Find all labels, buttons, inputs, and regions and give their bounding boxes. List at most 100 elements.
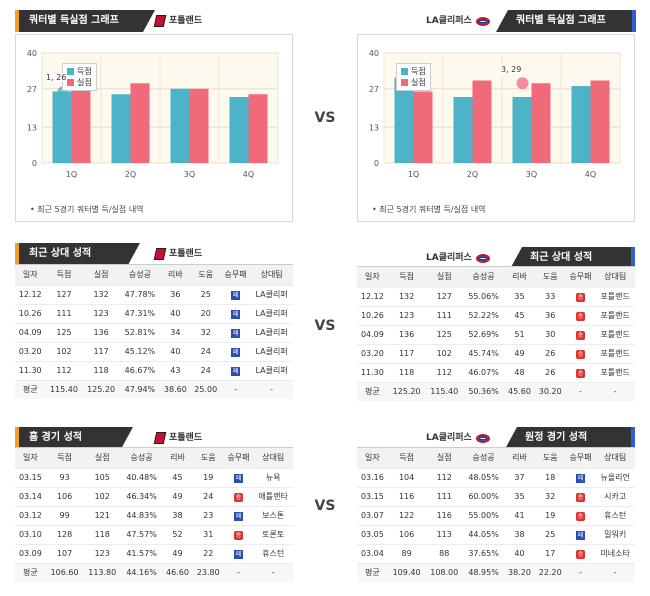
result-cell: 패 (220, 322, 251, 342)
table-cell: 47.57% (121, 524, 163, 544)
table-row: 04.09 136 125 52.69% 51 30 승 포틀랜드 (357, 324, 635, 344)
home-header: 홈 경기 성적 (15, 427, 133, 449)
recent-table-right: 일자 득점 실점 승성공 리바 도움 승무패 상대팀 12.12 132 127 55.06% 35 33… (357, 266, 635, 404)
team-name: 포틀랜드 (169, 433, 203, 443)
result-cell: 승 (565, 486, 596, 506)
table-cell: 48.95% (463, 562, 505, 582)
table-cell: 115.40 (45, 379, 83, 399)
table-cell: 45.12% (119, 341, 161, 361)
result-cell: 패 (565, 524, 596, 544)
table-row: 10.26 123 111 52.22% 45 36 승 포틀랜드 (357, 305, 635, 325)
loss-badge: 패 (233, 549, 243, 559)
table-cell: 시카고 (595, 486, 635, 506)
table-cell: 136 (82, 322, 120, 342)
column-header: 도움 (534, 267, 566, 287)
table-row: 11.30 118 112 46.07% 48 26 승 포틀랜드 (357, 362, 635, 382)
bar-allowed (413, 91, 433, 163)
table-cell: 46.07% (463, 362, 505, 382)
team-name: 포틀랜드 (169, 249, 203, 259)
table-cell: 107 (45, 543, 84, 563)
table-cell: - (595, 562, 635, 582)
table-cell: 12.12 (357, 286, 388, 306)
table-header-row: 일자 득점 실점 승성공 리바 도움 승무패 상대팀 (15, 448, 293, 468)
x-tick-label: 1Q (408, 170, 419, 179)
column-header: 일자 (357, 448, 388, 468)
table-row: 03.10 128 118 47.57% 52 31 승 토론토 (15, 524, 293, 544)
table-cell: 112 (425, 362, 464, 382)
bar-allowed (189, 88, 209, 163)
table-cell: 46.60 (162, 562, 193, 582)
table-cell: 30.20 (534, 381, 566, 401)
quarter-chart-right-box: 0 13 27 40 1Q 2Q 3Q 4Q 득점 실점 3, 29 • 최근 5경기 쿼터별… (357, 34, 635, 222)
result-cell: 승 (565, 362, 596, 382)
table-cell: 44.16% (121, 562, 163, 582)
result-cell: 승 (565, 305, 596, 325)
table-cell: 23 (192, 505, 224, 525)
column-header: 승성공 (463, 448, 505, 468)
table-cell: 44.83% (121, 505, 163, 525)
column-header: 리바 (160, 265, 191, 285)
column-header: 상대팀 (595, 267, 635, 287)
x-tick-label: 4Q (585, 170, 596, 179)
table-cell: 50.36% (463, 381, 505, 401)
table-cell: - (220, 379, 251, 399)
table-cell: 46.34% (121, 486, 163, 506)
table-cell: 40 (160, 303, 191, 323)
table-cell: 포틀랜드 (595, 324, 635, 344)
table-cell: 포틀랜드 (595, 305, 635, 325)
loss-badge: 패 (575, 473, 585, 483)
bar-allowed (472, 80, 492, 163)
vs-label: VS (314, 318, 336, 334)
win-badge: 승 (575, 292, 585, 302)
table-cell: - (223, 562, 254, 582)
x-tick-label: 2Q (125, 170, 136, 179)
clippers-logo-icon (475, 253, 490, 263)
vs-label: VS (314, 498, 336, 514)
table-cell: - (595, 381, 635, 401)
clippers-logo-icon (475, 16, 490, 26)
column-header: 실점 (425, 448, 464, 468)
result-cell: 패 (220, 284, 251, 304)
table-cell: 123 (83, 543, 122, 563)
away-table: 일자 득점 실점 승성공 리바 도움 승무패 상대팀 03.16 104 112 48.05% 37 18… (357, 447, 635, 585)
table-cell: 112 (45, 360, 83, 380)
column-header: 상대팀 (250, 265, 293, 285)
table-cell: 03.10 (15, 524, 46, 544)
team-name: LA클리퍼스 (426, 16, 472, 26)
table-cell: 40 (504, 543, 535, 563)
table-cell: 116 (425, 505, 464, 525)
highlight-point (516, 77, 529, 90)
table-cell: 111 (425, 486, 464, 506)
column-header: 도움 (190, 265, 221, 285)
table-cell: 애틀랜타 (253, 486, 293, 506)
table-cell: 52.22% (463, 305, 505, 325)
table-row: 12.12 127 132 47.78% 36 25 패 LA클리퍼 (15, 284, 293, 304)
win-badge: 승 (575, 330, 585, 340)
table-cell: 26 (534, 343, 566, 363)
table-cell: 113 (425, 524, 464, 544)
quarter-header-left: 쿼터별 득실점 그래프 (15, 10, 155, 32)
table-cell: 55.00% (463, 505, 505, 525)
table-cell: 03.05 (357, 524, 388, 544)
table-cell: 132 (82, 284, 120, 304)
table-row: 03.15 93 105 40.48% 45 19 패 뉴욕 (15, 467, 293, 487)
column-header: 승성공 (119, 265, 161, 285)
table-cell: 118 (82, 360, 120, 380)
table-cell: 60.00% (463, 486, 505, 506)
table-header-row: 일자 득점 실점 승성공 리바 도움 승무패 상대팀 (357, 267, 635, 287)
table-row: 04.09 125 136 52.81% 34 32 패 LA클리퍼 (15, 322, 293, 342)
table-cell: 136 (387, 324, 426, 344)
table-cell: 19 (534, 505, 566, 525)
column-header: 득점 (387, 267, 426, 287)
vs-label: VS (314, 110, 336, 126)
x-tick-label: 2Q (467, 170, 478, 179)
table-cell: 평균 (357, 562, 388, 582)
y-tick-label: 27 (27, 85, 37, 94)
table-row: 03.16 104 112 48.05% 37 18 패 뉴올리언 (357, 467, 635, 487)
table-cell: 41 (504, 505, 535, 525)
table-cell: 55.06% (463, 286, 505, 306)
table-cell: 45.74% (463, 343, 505, 363)
table-cell: 04.09 (15, 322, 46, 342)
table-cell: 40 (160, 341, 191, 361)
bar-scored (394, 77, 414, 163)
